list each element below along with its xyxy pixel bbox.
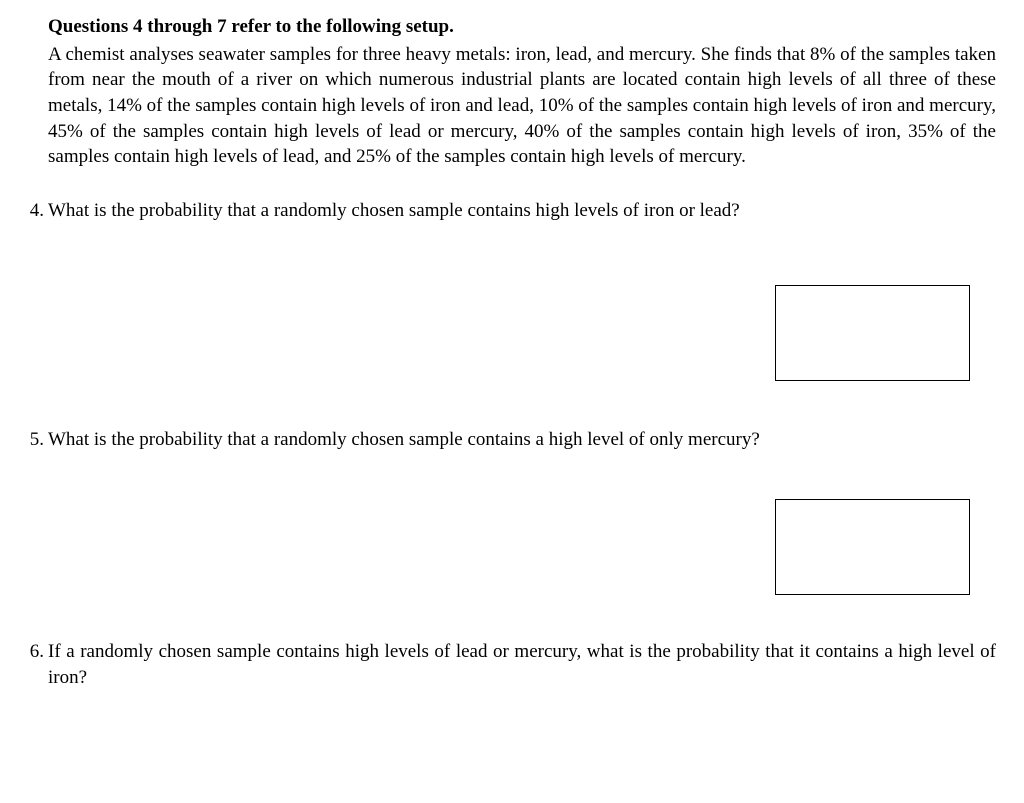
answer-box[interactable] [775,285,970,381]
setup-heading: Questions 4 through 7 refer to the follo… [48,16,454,37]
question-text: If a randomly chosen sample contains hig… [48,639,996,690]
question-number: 6. [0,639,44,665]
worksheet-page: Questions 4 through 7 refer to the follo… [0,0,1024,690]
setup-body: A chemist analyses seawater samples for … [48,42,996,170]
question-text: What is the probability that a randomly … [48,198,996,224]
question-4: 4. What is the probability that a random… [0,198,1004,382]
question-number: 4. [0,198,44,224]
setup-block: Questions 4 through 7 refer to the follo… [48,14,996,170]
question-text: What is the probability that a randomly … [48,427,996,453]
question-5: 5. What is the probability that a random… [0,427,1004,595]
answer-box[interactable] [775,499,970,595]
question-number: 5. [0,427,44,453]
question-6: 6. If a randomly chosen sample contains … [0,639,1004,690]
